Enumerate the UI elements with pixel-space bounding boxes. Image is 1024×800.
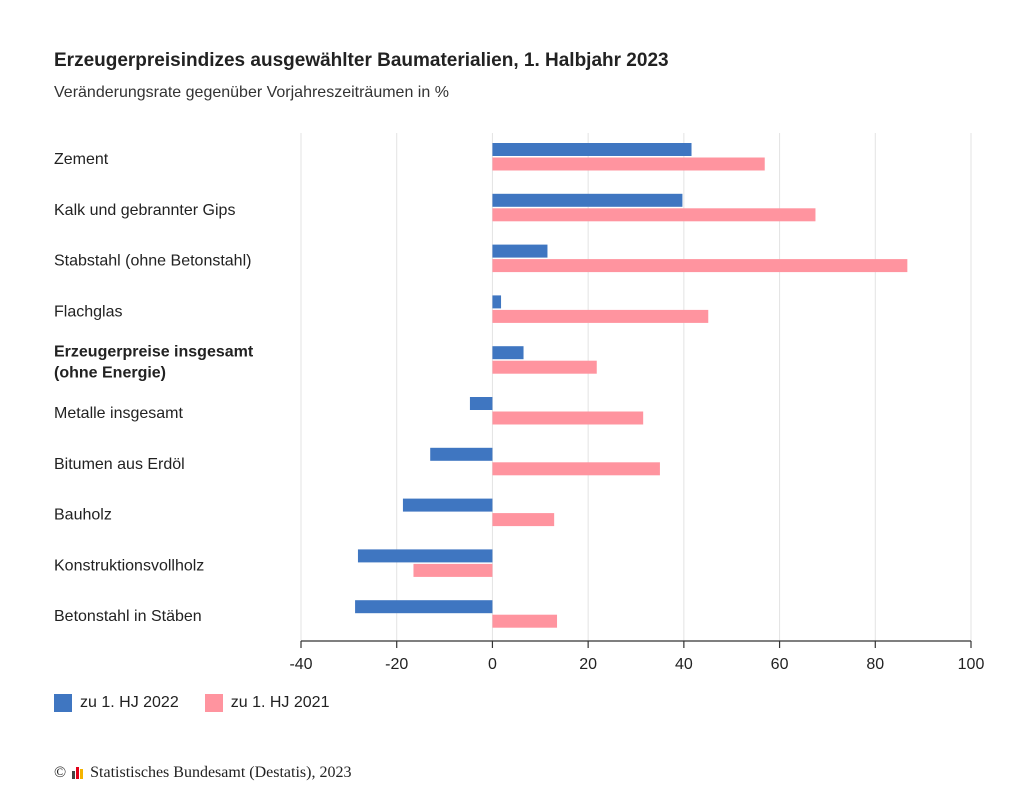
category-label-5: Metalle insgesamt (54, 405, 184, 422)
category-label-6: Bitumen aus Erdöl (54, 456, 185, 473)
legend-label-series-1: zu 1. HJ 2022 (80, 694, 179, 711)
x-tick-label-2: 0 (488, 656, 497, 673)
bar-chart: Zement Kalk und gebrannter Gips Stabstahl … (54, 133, 985, 673)
legend-label-series-2: zu 1. HJ 2021 (230, 694, 330, 711)
category-label-1: Kalk und gebrannter Gips (54, 202, 235, 219)
bar-series-1-5 (469, 397, 493, 410)
x-tick-label-6: 80 (866, 656, 884, 673)
x-tick-label-0: -40 (289, 656, 312, 673)
legend-item-series-2[interactable]: zu 1. HJ 2021 (204, 694, 330, 712)
legend-item-series-1[interactable]: zu 1. HJ 2022 (54, 694, 179, 712)
bar-series-2-1 (492, 208, 816, 222)
category-label-9: Betonstahl in Stäben (54, 608, 202, 625)
legend-swatch-series-2 (204, 694, 223, 712)
x-tick-label-4: 40 (675, 656, 693, 673)
bar-series-2-5 (492, 411, 644, 425)
category-label-7: Bauholz (54, 507, 112, 524)
x-tick-label-7: 100 (958, 656, 985, 673)
bar-series-1-0 (492, 143, 692, 156)
bar-series-1-3 (492, 295, 502, 309)
bar-series-2-0 (492, 157, 765, 171)
source-text: Statistisches Bundesamt (Destatis), 2023 (90, 764, 352, 781)
bar-series-2-4 (492, 360, 597, 374)
source-footer: © Statistisches Bundesamt (Destatis), 20… (54, 764, 351, 782)
bar-series-1-2 (492, 244, 548, 258)
bar-series-1-1 (492, 193, 683, 207)
bar-series-2-6 (492, 462, 660, 476)
bar-series-1-9 (355, 600, 493, 614)
chart-title: Erzeugerpreisindizes ausgewählter Baumat… (54, 50, 669, 71)
destatis-logo-icon (72, 767, 84, 779)
bar-series-1-7 (402, 498, 493, 512)
bar-series-1-8 (357, 549, 493, 563)
category-label-3: Flachglas (54, 303, 122, 320)
x-tick-label-3: 20 (579, 656, 597, 673)
bar-series-2-7 (492, 513, 555, 527)
bar-series-2-8 (413, 563, 493, 577)
x-tick-label-1: -20 (385, 656, 408, 673)
category-label-8: Konstruktionsvollholz (54, 557, 204, 574)
bar-series-2-2 (492, 259, 908, 273)
legend-swatch-series-1 (54, 694, 72, 712)
copyright-symbol: © (54, 764, 67, 781)
category-label-2: Stabstahl (ohne Betonstahl) (54, 253, 251, 270)
bar-series-1-4 (492, 346, 524, 360)
category-label-0: Zement (54, 151, 109, 168)
bar-series-2-3 (492, 309, 709, 323)
bar-series-2-9 (492, 614, 558, 628)
x-tick-label-5: 60 (771, 656, 789, 673)
chart-subtitle: Veränderungsrate gegenüber Vorjahreszeit… (54, 84, 449, 101)
category-label-4: Erzeugerpreise insgesamt (ohne Energie) (54, 344, 254, 382)
legend: zu 1. HJ 2022 zu 1. HJ 2021 (54, 694, 329, 712)
bar-series-1-6 (430, 447, 493, 461)
